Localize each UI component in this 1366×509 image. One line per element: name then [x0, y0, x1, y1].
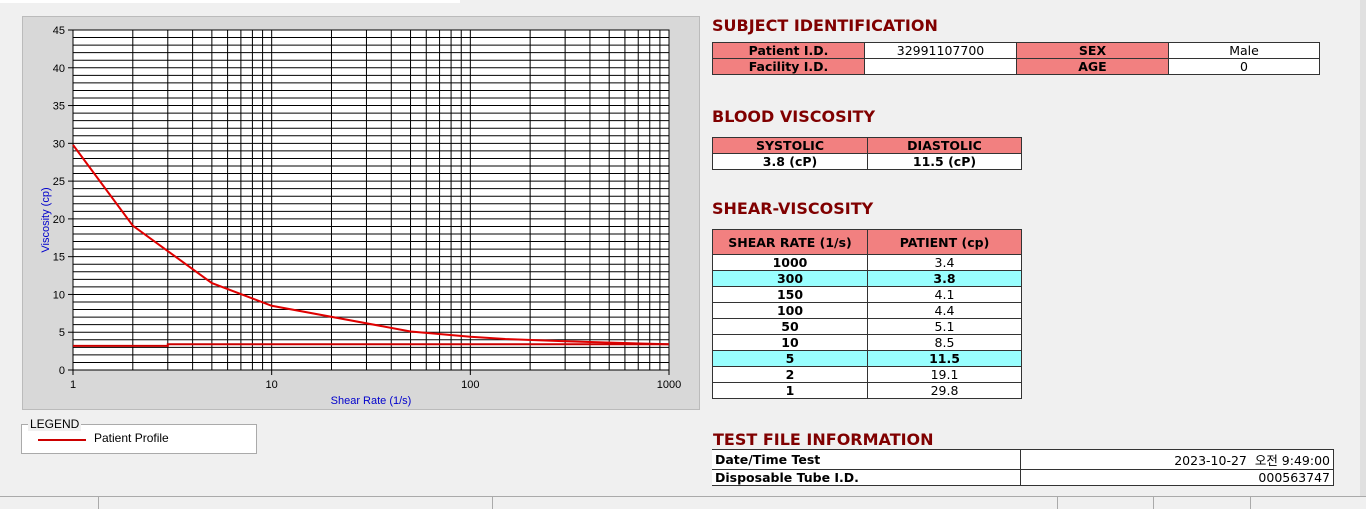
vertical-scrollbar[interactable]: [1360, 0, 1366, 496]
date-label: Date/Time Test: [712, 449, 1021, 470]
x-axis-label: Shear Rate (1/s): [331, 395, 412, 407]
patient-id-value: 32991107700: [864, 42, 1017, 59]
sex-label: SEX: [1016, 42, 1169, 59]
viscosity-chart: 0 5 10 15 20 25 30 35 40 45 1 10 100 1000 Shear Rate (…: [40, 25, 681, 407]
shear-rate-value: 1: [712, 382, 868, 399]
patient-value: 8.5: [867, 334, 1022, 351]
y-axis-label: Viscosity (cp): [40, 187, 52, 252]
patient-value: 19.1: [867, 366, 1022, 383]
shear-row: 2 19.1: [712, 366, 1022, 383]
y-tick-label: 20: [53, 214, 65, 226]
shear-rate-value: 1000: [712, 254, 868, 271]
shear-title: SHEAR-VISCOSITY: [712, 199, 874, 218]
shear-row: 10 8.5: [712, 334, 1022, 351]
age-label: AGE: [1016, 58, 1169, 75]
patient-value: 4.4: [867, 302, 1022, 319]
subject-title: SUBJECT IDENTIFICATION: [712, 16, 938, 35]
shear-row: 5 11.5: [712, 350, 1022, 367]
shear-row: 50 5.1: [712, 318, 1022, 335]
testfile-title: TEST FILE INFORMATION: [713, 430, 934, 449]
shear-table: SHEAR RATE (1/s) PATIENT (cp) 1000 3.4 300 3…: [712, 229, 1022, 399]
shear-rate-header: SHEAR RATE (1/s): [712, 229, 868, 255]
x-tick-label: 1000: [657, 379, 681, 391]
tube-value: 000563747: [1020, 469, 1334, 486]
y-tick-label: 15: [53, 252, 65, 264]
patient-value: 3.8: [867, 270, 1022, 287]
x-tick-label: 10: [266, 379, 278, 391]
patient-value: 11.5: [867, 350, 1022, 367]
subject-table: Patient I.D. 32991107700 SEX Male Facility …: [712, 42, 1320, 75]
sex-value: Male: [1168, 42, 1320, 59]
shear-rate-value: 300: [712, 270, 868, 287]
diastolic-value: 11.5 (cP): [867, 153, 1022, 170]
y-tick-label: 5: [59, 327, 65, 339]
chart-panel: 0 5 10 15 20 25 30 35 40 45 1 10 100 1000 Shear Rate (…: [22, 16, 700, 410]
legend-line-swatch: [38, 439, 86, 441]
shear-row: 100 4.4: [712, 302, 1022, 319]
shear-row: 300 3.8: [712, 270, 1022, 287]
testfile-table: Date/Time Test 2023-10-27 오전 9:49:00 Disp…: [712, 449, 1334, 486]
legend-box: LEGEND Patient Profile: [21, 417, 257, 454]
x-tick-label: 100: [461, 379, 479, 391]
baseline-line: [73, 343, 669, 347]
top-bar: [0, 0, 460, 3]
patient-value: 29.8: [867, 382, 1022, 399]
shear-rate-value: 10: [712, 334, 868, 351]
diastolic-label: DIASTOLIC: [867, 137, 1022, 154]
shear-rate-value: 50: [712, 318, 868, 335]
patient-value: 3.4: [867, 254, 1022, 271]
systolic-value: 3.8 (cP): [712, 153, 868, 170]
shear-rate-value: 150: [712, 286, 868, 303]
y-tick-label: 45: [53, 25, 65, 37]
x-tick-label: 1: [70, 379, 76, 391]
legend-entry: Patient Profile: [94, 431, 169, 445]
patient-value: 5.1: [867, 318, 1022, 335]
systolic-label: SYSTOLIC: [712, 137, 868, 154]
facility-label: Facility I.D.: [712, 58, 865, 75]
patient-profile-line: [72, 144, 670, 346]
status-bar: [0, 496, 1366, 509]
patient-header: PATIENT (cp): [867, 229, 1022, 255]
y-tick-label: 10: [53, 289, 65, 301]
shear-rate-value: 5: [712, 350, 868, 367]
facility-value: [864, 58, 1017, 75]
patient-id-label: Patient I.D.: [712, 42, 865, 59]
shear-row: 150 4.1: [712, 286, 1022, 303]
y-tick-label: 35: [53, 101, 65, 113]
tube-label: Disposable Tube I.D.: [712, 469, 1021, 486]
legend-title: LEGEND: [28, 417, 82, 431]
patient-value: 4.1: [867, 286, 1022, 303]
blood-table: SYSTOLIC DIASTOLIC 3.8 (cP) 11.5 (cP): [712, 137, 1022, 170]
y-tick-label: 25: [53, 176, 65, 188]
plot-area: [72, 29, 670, 371]
shear-rate-value: 100: [712, 302, 868, 319]
y-tick-label: 0: [59, 365, 65, 377]
date-value: 2023-10-27 오전 9:49:00: [1020, 449, 1334, 470]
shear-row: 1000 3.4: [712, 254, 1022, 271]
shear-rate-value: 2: [712, 366, 868, 383]
shear-row: 1 29.8: [712, 382, 1022, 399]
y-tick-label: 40: [53, 63, 65, 75]
blood-title: BLOOD VISCOSITY: [712, 107, 876, 126]
age-value: 0: [1168, 58, 1320, 75]
y-tick-label: 30: [53, 138, 65, 150]
